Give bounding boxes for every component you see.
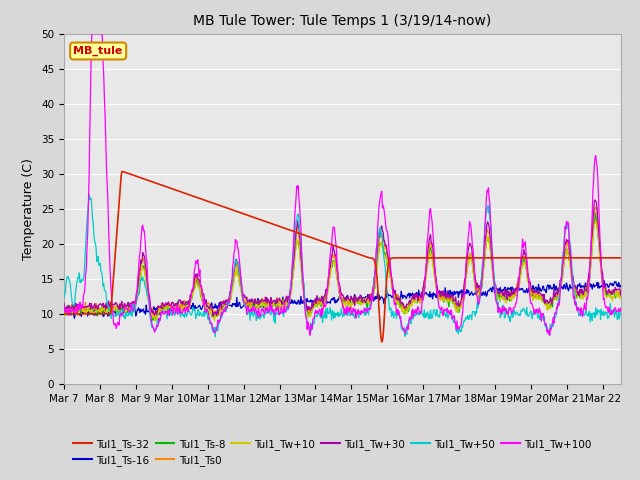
Text: MB_tule: MB_tule <box>74 46 123 56</box>
Legend: Tul1_Ts-32, Tul1_Ts-16, Tul1_Ts-8, Tul1_Ts0, Tul1_Tw+10, Tul1_Tw+30, Tul1_Tw+50,: Tul1_Ts-32, Tul1_Ts-16, Tul1_Ts-8, Tul1_… <box>69 435 596 470</box>
Title: MB Tule Tower: Tule Temps 1 (3/19/14-now): MB Tule Tower: Tule Temps 1 (3/19/14-now… <box>193 14 492 28</box>
Y-axis label: Temperature (C): Temperature (C) <box>22 158 35 260</box>
